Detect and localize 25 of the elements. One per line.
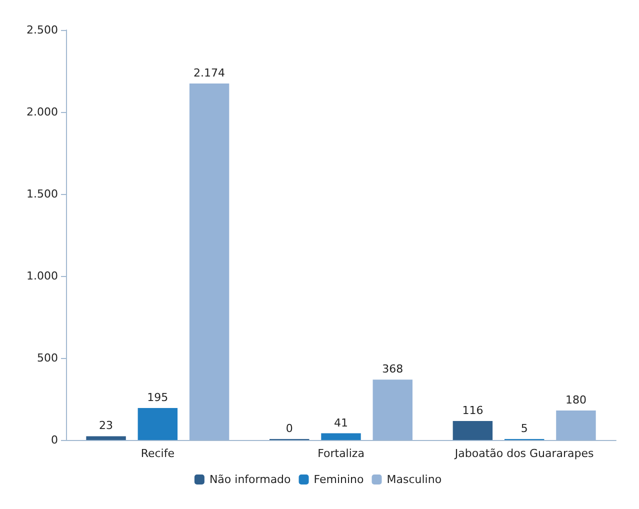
data-label: 195 [147,391,168,404]
bar [321,433,361,440]
data-label: 41 [334,416,348,430]
data-label: 0 [286,422,293,435]
data-label: 2.174 [194,66,226,80]
bar [86,436,126,440]
bar [452,420,493,440]
x-tick-label: Fortaliza [318,447,364,460]
y-tick-label: 2.500 [26,24,58,36]
y-tick-label: 2.000 [26,106,58,118]
legend-label: Feminino [314,473,364,486]
data-label: 180 [565,393,586,406]
y-tick-label: 1.000 [26,270,58,282]
legend-label: Masculino [386,473,442,486]
y-tick-label: 0 [51,434,58,446]
y-tick-label: 1.500 [26,188,58,200]
bar [138,408,178,440]
x-tick-label: Jaboatão dos Guararapes [454,447,594,460]
y-tick-label: 500 [37,352,58,364]
data-label: 23 [99,419,114,432]
data-label: 116 [462,404,484,417]
data-label: 5 [520,422,528,435]
x-tick-label: Recife [140,447,175,460]
legend-label: Não informado [209,473,292,486]
data-label: 368 [382,362,404,376]
